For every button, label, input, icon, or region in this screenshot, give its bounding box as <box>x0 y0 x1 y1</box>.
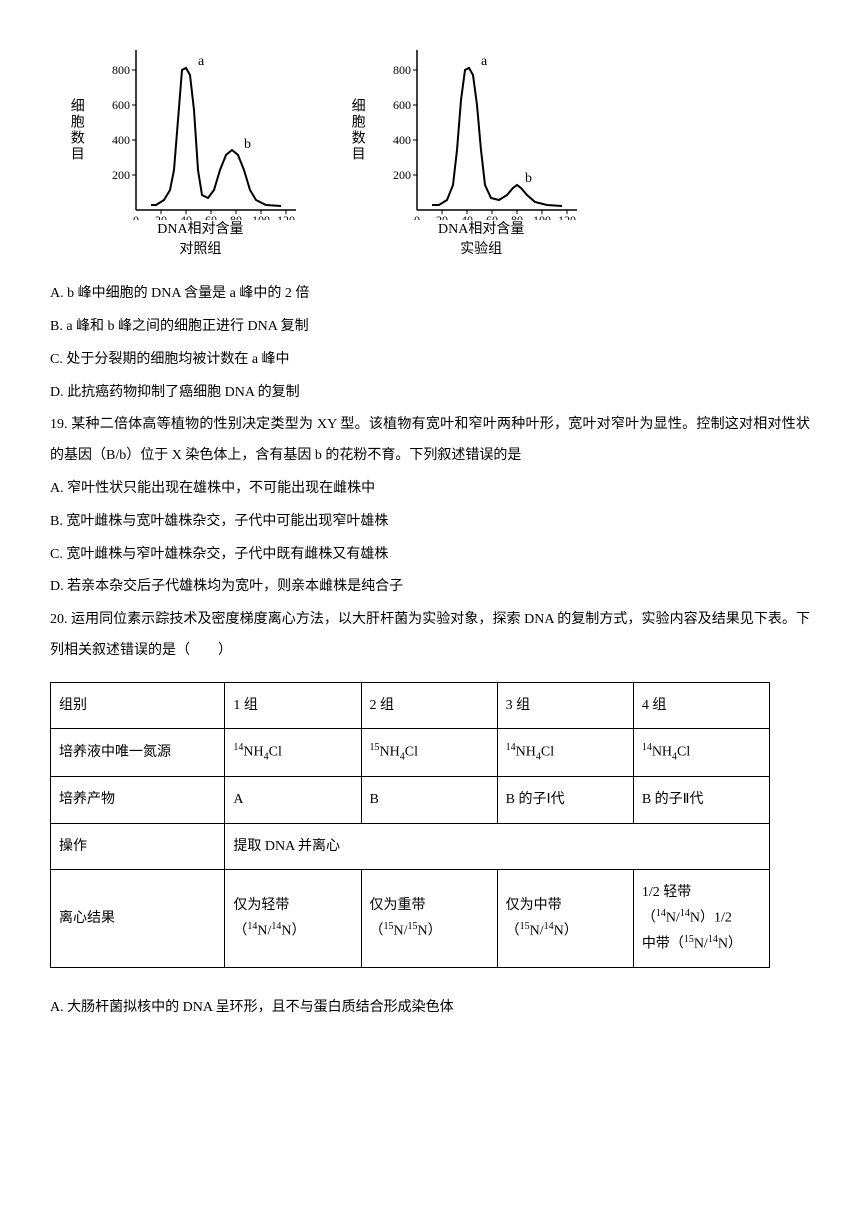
svg-text:400: 400 <box>393 133 411 147</box>
cell-group-header: 组别 <box>51 682 225 728</box>
charts-row: 细胞数目 200 400 600 800 0 20 <box>60 40 810 259</box>
peak-b-label: b <box>525 171 532 186</box>
q18-option-c: C. 处于分裂期的细胞均被计数在 a 峰中 <box>50 345 810 376</box>
svg-text:20: 20 <box>436 213 448 220</box>
chart-right-xlabel2: 实验组 <box>371 240 592 260</box>
q20-stem: 20. 运用同位素示踪技术及密度梯度离心方法，以大肝杆菌为实验对象，探索 DNA… <box>50 605 810 667</box>
cell: 仅为中带 （15N/14N） <box>497 869 633 967</box>
peak-a-label: a <box>481 54 488 69</box>
svg-text:40: 40 <box>180 213 192 220</box>
cell: 15NH4Cl <box>361 728 497 776</box>
cell: 14NH4Cl <box>225 728 361 776</box>
chart-left-svg: 200 400 600 800 0 20 40 60 80 100 120 <box>91 40 311 220</box>
svg-text:120: 120 <box>277 213 295 220</box>
svg-text:80: 80 <box>230 213 242 220</box>
svg-text:20: 20 <box>155 213 167 220</box>
cell: 4 组 <box>633 682 769 728</box>
chart-right-ylabel: 细胞数目 <box>341 98 372 162</box>
cell-result-header: 离心结果 <box>51 869 225 967</box>
svg-text:80: 80 <box>511 213 523 220</box>
chart-right-svg: 200 400 600 800 0 20 40 60 80 100 120 <box>372 40 592 220</box>
svg-text:60: 60 <box>486 213 498 220</box>
cell: B 的子Ⅱ代 <box>633 777 769 823</box>
svg-text:120: 120 <box>558 213 576 220</box>
q19-option-b: B. 宽叶雌株与宽叶雄株杂交，子代中可能出现窄叶雄株 <box>50 507 810 538</box>
cell: 2 组 <box>361 682 497 728</box>
svg-text:200: 200 <box>112 168 130 182</box>
cell-product-header: 培养产物 <box>51 777 225 823</box>
peak-b-label: b <box>244 137 251 152</box>
q19-option-a: A. 窄叶性状只能出现在雄株中，不可能出现在雌株中 <box>50 474 810 505</box>
svg-text:100: 100 <box>252 213 270 220</box>
q18-option-b: B. a 峰和 b 峰之间的细胞正进行 DNA 复制 <box>50 312 810 343</box>
svg-text:400: 400 <box>112 133 130 147</box>
cell: A <box>225 777 361 823</box>
svg-text:0: 0 <box>133 213 139 220</box>
q18-option-d: D. 此抗癌药物抑制了癌细胞 DNA 的复制 <box>50 378 810 409</box>
cell-operation-header: 操作 <box>51 823 225 869</box>
chart-left-ylabel: 细胞数目 <box>60 98 91 162</box>
chart-experiment: 细胞数目 200 400 600 800 0 20 40 60 <box>341 40 592 259</box>
cell: 仅为轻带 （14N/14N） <box>225 869 361 967</box>
cell: B 的子Ⅰ代 <box>497 777 633 823</box>
chart-right-curve <box>432 68 562 206</box>
svg-text:600: 600 <box>393 98 411 112</box>
cell: 1/2 轻带 （14N/14N）1/2 中带（15N/14N） <box>633 869 769 967</box>
svg-text:40: 40 <box>461 213 473 220</box>
q19-option-d: D. 若亲本杂交后子代雄株均为宽叶，则亲本雌株是纯合子 <box>50 572 810 603</box>
cell: 仅为重带 （15N/15N） <box>361 869 497 967</box>
svg-text:200: 200 <box>393 168 411 182</box>
chart-left-xlabel1: DNA相对含量 <box>90 220 311 240</box>
table-row: 组别 1 组 2 组 3 组 4 组 <box>51 682 770 728</box>
cell: 3 组 <box>497 682 633 728</box>
cell-operation-merged: 提取 DNA 并离心 <box>225 823 770 869</box>
svg-text:100: 100 <box>533 213 551 220</box>
peak-a-label: a <box>198 54 205 69</box>
svg-text:60: 60 <box>205 213 217 220</box>
cell: 14NH4Cl <box>497 728 633 776</box>
q18-option-a: A. b 峰中细胞的 DNA 含量是 a 峰中的 2 倍 <box>50 279 810 310</box>
cell: 14NH4Cl <box>633 728 769 776</box>
table-row: 离心结果 仅为轻带 （14N/14N） 仅为重带 （15N/15N） 仅为中带 … <box>51 869 770 967</box>
chart-left-curve <box>151 68 281 206</box>
svg-text:600: 600 <box>112 98 130 112</box>
chart-control: 细胞数目 200 400 600 800 0 20 <box>60 40 311 259</box>
svg-text:800: 800 <box>393 63 411 77</box>
table-row: 培养产物 A B B 的子Ⅰ代 B 的子Ⅱ代 <box>51 777 770 823</box>
cell: 1 组 <box>225 682 361 728</box>
cell-nitrogen-header: 培养液中唯一氮源 <box>51 728 225 776</box>
table-row: 操作 提取 DNA 并离心 <box>51 823 770 869</box>
chart-right-xlabel1: DNA相对含量 <box>371 220 592 240</box>
q19-stem: 19. 某种二倍体高等植物的性别决定类型为 XY 型。该植物有宽叶和窄叶两种叶形… <box>50 410 810 472</box>
chart-left-xlabel2: 对照组 <box>90 240 311 260</box>
svg-text:800: 800 <box>112 63 130 77</box>
table-row: 培养液中唯一氮源 14NH4Cl 15NH4Cl 14NH4Cl 14NH4Cl <box>51 728 770 776</box>
q20-option-a: A. 大肠杆菌拟核中的 DNA 呈环形，且不与蛋白质结合形成染色体 <box>50 993 810 1024</box>
svg-text:0: 0 <box>414 213 420 220</box>
cell: B <box>361 777 497 823</box>
experiment-table: 组别 1 组 2 组 3 组 4 组 培养液中唯一氮源 14NH4Cl 15NH… <box>50 682 770 968</box>
q19-option-c: C. 宽叶雌株与窄叶雄株杂交，子代中既有雌株又有雄株 <box>50 540 810 571</box>
